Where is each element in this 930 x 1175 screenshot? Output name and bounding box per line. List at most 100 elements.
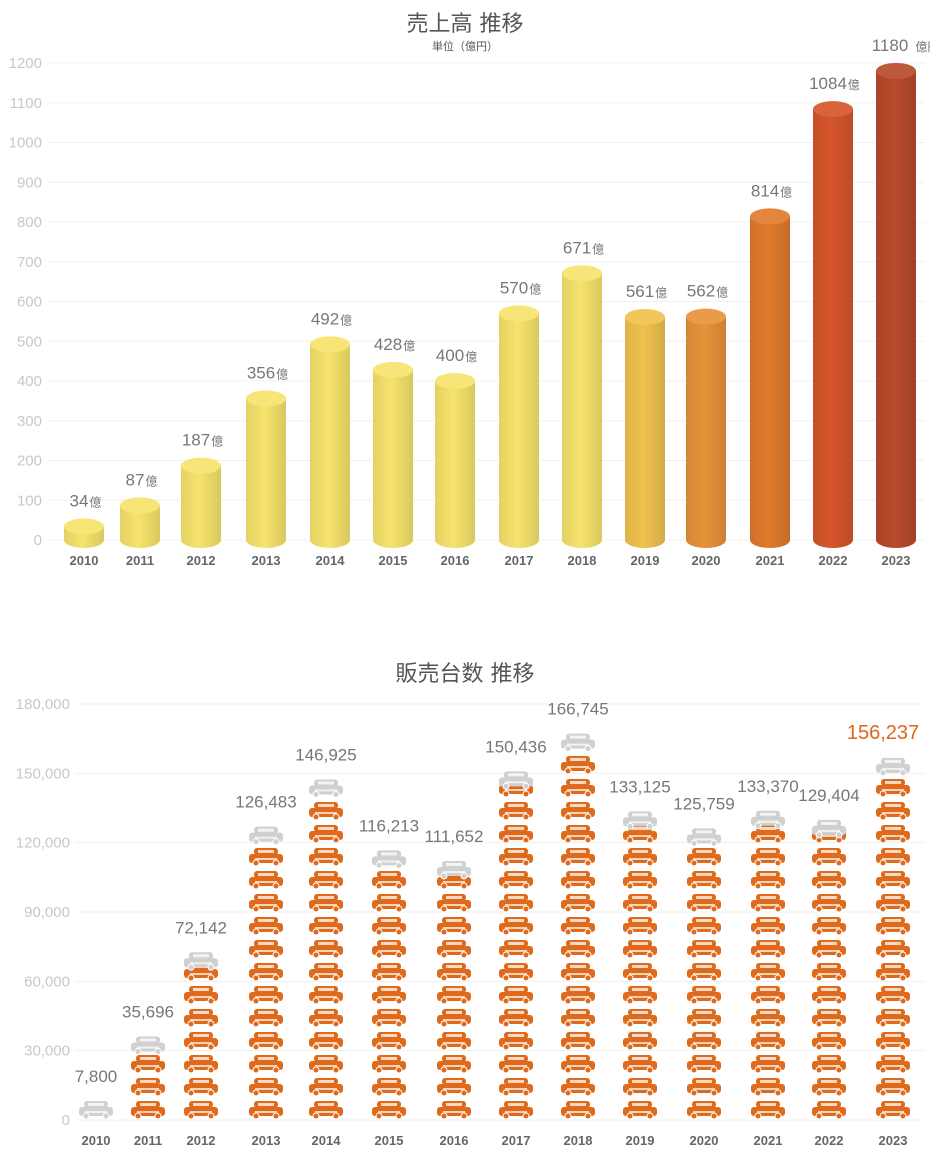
car-wheel [626, 905, 634, 913]
car-stripe [629, 950, 651, 952]
sales-year-label: 2010 [70, 553, 99, 568]
car-window [570, 804, 586, 807]
car-wheel [332, 813, 340, 821]
car-window [508, 1034, 524, 1037]
sales-value-label: 570 [500, 278, 528, 297]
car-window [696, 896, 712, 899]
car-wheel [899, 1089, 907, 1097]
y-tick-label: 1000 [9, 135, 42, 152]
car-window [508, 804, 524, 807]
sales-bar-2023 [876, 70, 916, 548]
car-wheel [564, 1089, 572, 1097]
car-window [885, 965, 901, 968]
units-bar-2023 [876, 757, 910, 1120]
car-wheel [815, 974, 823, 982]
car-stripe [190, 1065, 212, 1067]
sales-year-label: 2014 [316, 553, 346, 568]
car-wheel [440, 905, 448, 913]
sales-bar-top [181, 457, 221, 474]
car-wheel [815, 1066, 823, 1074]
car-window [760, 1103, 776, 1106]
car-wheel [690, 905, 698, 913]
car-stripe [505, 950, 527, 952]
car-stripe [818, 1042, 840, 1044]
car-window [446, 965, 462, 968]
car-wheel [502, 1043, 510, 1051]
car-wheel [395, 1020, 403, 1028]
sales-bar-top [625, 309, 665, 326]
car-stripe [629, 904, 651, 906]
car-window [381, 1011, 397, 1014]
car-wheel [879, 905, 887, 913]
car-wheel [774, 1089, 782, 1097]
sales-year-label: 2023 [882, 553, 911, 568]
car-wheel [710, 928, 718, 936]
y-tick-label: 30,000 [24, 1043, 70, 1060]
sales-year-label: 2017 [505, 553, 534, 568]
car-stripe [567, 1019, 589, 1021]
car-wheel [774, 859, 782, 867]
car-wheel [312, 928, 320, 936]
units-year-label: 2014 [312, 1133, 342, 1148]
car-wheel [754, 974, 762, 982]
car-wheel [502, 951, 510, 959]
car-window [381, 873, 397, 876]
car-stripe [818, 858, 840, 860]
car-stripe [629, 973, 651, 975]
car-wheel [154, 1112, 162, 1120]
car-stripe [567, 743, 589, 746]
car-window [446, 919, 462, 922]
units-bar-2018 [561, 733, 595, 1120]
sales-bar-2011 [120, 505, 160, 548]
sales-unit-label: 億 [655, 286, 667, 300]
car-wheel [690, 882, 698, 890]
car-window [258, 965, 274, 968]
car-wheel [690, 997, 698, 1005]
car-wheel [646, 1020, 654, 1028]
sales-unit-label: 億 [340, 313, 352, 327]
car-stripe [443, 1065, 465, 1067]
sales-value-label: 562 [687, 282, 715, 301]
car-stripe [315, 1111, 337, 1113]
car-wheel [522, 1043, 530, 1051]
car-stripe [693, 881, 715, 883]
car-wheel [502, 1112, 510, 1120]
car-window [885, 896, 901, 899]
car-window [821, 919, 837, 922]
car-wheel [564, 951, 572, 959]
units-value-label: 35,696 [122, 1003, 174, 1022]
car-wheel [332, 1066, 340, 1074]
units-value-label: 7,800 [75, 1067, 118, 1086]
car-wheel [754, 1066, 762, 1074]
sales-unit-label: 億 [145, 474, 157, 488]
car-stripe [315, 1065, 337, 1067]
car-wheel [395, 928, 403, 936]
y-tick-label: 60,000 [24, 973, 70, 990]
y-tick-label: 500 [17, 333, 42, 350]
car-wheel [835, 928, 843, 936]
sales-unit-label: 億 [211, 435, 223, 449]
car-stripe [378, 1042, 400, 1044]
car-wheel [899, 928, 907, 936]
car-window [632, 965, 648, 968]
car-stripe [137, 1065, 159, 1067]
car-wheel [646, 1043, 654, 1051]
car-wheel [710, 951, 718, 959]
car-wheel [252, 905, 260, 913]
units-value-label: 150,436 [485, 737, 546, 756]
car-stripe [315, 1088, 337, 1090]
car-stripe [757, 996, 779, 998]
car-stripe [818, 904, 840, 906]
car-wheel [774, 951, 782, 959]
units-value-label: 129,404 [798, 786, 859, 805]
car-stripe [757, 835, 779, 837]
car-wheel [312, 859, 320, 867]
car-window [632, 1034, 648, 1037]
car-stripe [505, 1019, 527, 1021]
car-window [821, 1057, 837, 1060]
car-stripe [315, 950, 337, 952]
car-wheel [564, 790, 572, 798]
car-wheel [835, 882, 843, 890]
car-window [508, 1057, 524, 1060]
car-wheel [395, 1112, 403, 1120]
